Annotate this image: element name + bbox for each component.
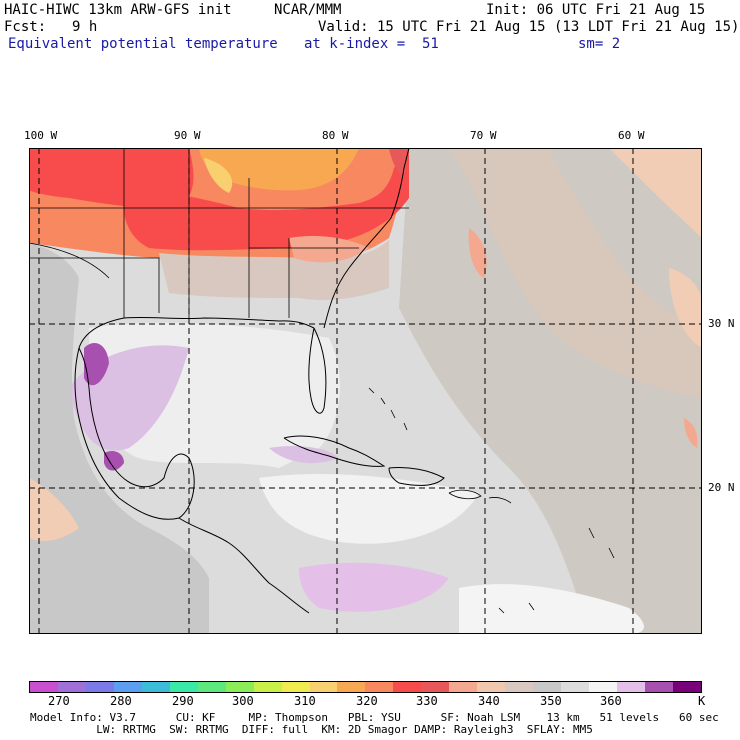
colorbar-swatch-8 (253, 682, 282, 692)
colorbar-swatch-15 (449, 682, 478, 692)
south-atlantic-light (459, 584, 644, 634)
lon-label-60w: 60 W (618, 129, 645, 142)
lon-label-100w: 100 W (24, 129, 58, 142)
lat-label-20n: 20 N (708, 481, 735, 494)
colorbar-swatch-22 (644, 682, 673, 692)
mexico-warm-patch (29, 478, 79, 541)
theta-e-map (29, 148, 702, 634)
colorbar-label-290: 290 (172, 694, 194, 708)
colorbar-swatch-12 (365, 682, 394, 692)
colorbar-swatch-0 (30, 682, 58, 692)
mexico-land-field (29, 243, 209, 634)
lon-label-90w: 90 W (174, 129, 201, 142)
colorbar-swatch-20 (589, 682, 618, 692)
org-label: NCAR/MMM (274, 2, 342, 18)
lat-label-30n: 30 N (708, 317, 735, 330)
forecast-label: Fcst: (4, 19, 47, 35)
atlantic-warm-streak (669, 268, 702, 348)
init-time: Init: 06 UTC Fri 21 Aug 15 (486, 2, 706, 18)
forecast-hour: 9 h (72, 19, 98, 35)
colorbar-label-360: 360 (600, 694, 622, 708)
map-frame (29, 148, 702, 634)
colorbar-swatch-1 (57, 682, 86, 692)
colorbar-swatch-14 (421, 682, 450, 692)
caribbean-light-field (259, 473, 479, 544)
colorbar-swatch-5 (169, 682, 198, 692)
colorbar-label-300: 300 (232, 694, 254, 708)
colorbar-label-310: 310 (294, 694, 316, 708)
land-yellow-spot (204, 158, 233, 193)
colorbar-label-340: 340 (478, 694, 500, 708)
caribbean-islands (368, 387, 615, 614)
colorbar-swatch-19 (561, 682, 590, 692)
lon-label-70w: 70 W (470, 129, 497, 142)
colorbar-swatch-18 (533, 682, 562, 692)
colorbar-unit: K (698, 694, 706, 708)
colorbar (29, 681, 702, 693)
lon-label-80w: 80 W (322, 129, 349, 142)
colorbar-swatch-23 (672, 682, 701, 692)
political-borders (29, 148, 409, 318)
colorbar-swatch-9 (281, 682, 310, 692)
colorbar-label-270: 270 (48, 694, 70, 708)
colorbar-swatch-7 (225, 682, 254, 692)
colorbar-swatch-13 (393, 682, 422, 692)
atlantic-gray-band (399, 148, 702, 634)
lat-lon-gridlines (29, 148, 702, 634)
field-name: Equivalent potential temperature (8, 36, 278, 52)
east-warm-spot (684, 418, 698, 448)
colorbar-swatch-21 (617, 682, 645, 692)
cuba-pink-patch (269, 446, 339, 464)
colorbar-label-350: 350 (540, 694, 562, 708)
level-label: at k-index = 51 (304, 36, 439, 52)
texas-coast-purple (84, 343, 109, 386)
atlantic-warm-blob (468, 228, 487, 278)
colorbar-swatch-16 (477, 682, 506, 692)
colorbar-swatch-17 (505, 682, 534, 692)
land-orange-north (199, 148, 359, 191)
colorbar-swatch-2 (85, 682, 114, 692)
colorbar-label-280: 280 (110, 694, 132, 708)
colorbar-label-320: 320 (356, 694, 378, 708)
gulf-purple-spot (104, 451, 124, 471)
colorbar-swatch-3 (113, 682, 142, 692)
colorbar-swatch-10 (309, 682, 338, 692)
colorbar-label-330: 330 (416, 694, 438, 708)
smoothing-label: sm= 2 (578, 36, 621, 52)
valid-time: Valid: 15 UTC Fri 21 Aug 15 (13 LDT Fri … (318, 19, 740, 35)
carolina-warm (289, 236, 369, 263)
colorbar-swatch-11 (337, 682, 366, 692)
model-info-line1: Model Info: V3.7 CU: KF MP: Thompson PBL… (30, 711, 719, 724)
colorbar-swatch-4 (141, 682, 170, 692)
far-atlantic-warm-patch (609, 148, 702, 238)
atlantic-tan-band (449, 148, 702, 398)
southeast-transition (159, 240, 389, 300)
colorbar-swatch-6 (197, 682, 226, 692)
model-info-line2: LW: RRTMG SW: RRTMG DIFF: full KM: 2D Sm… (30, 723, 593, 736)
land-red-east (123, 148, 409, 251)
model-title: HAIC-HIWC 13km ARW-GFS init (4, 2, 232, 18)
